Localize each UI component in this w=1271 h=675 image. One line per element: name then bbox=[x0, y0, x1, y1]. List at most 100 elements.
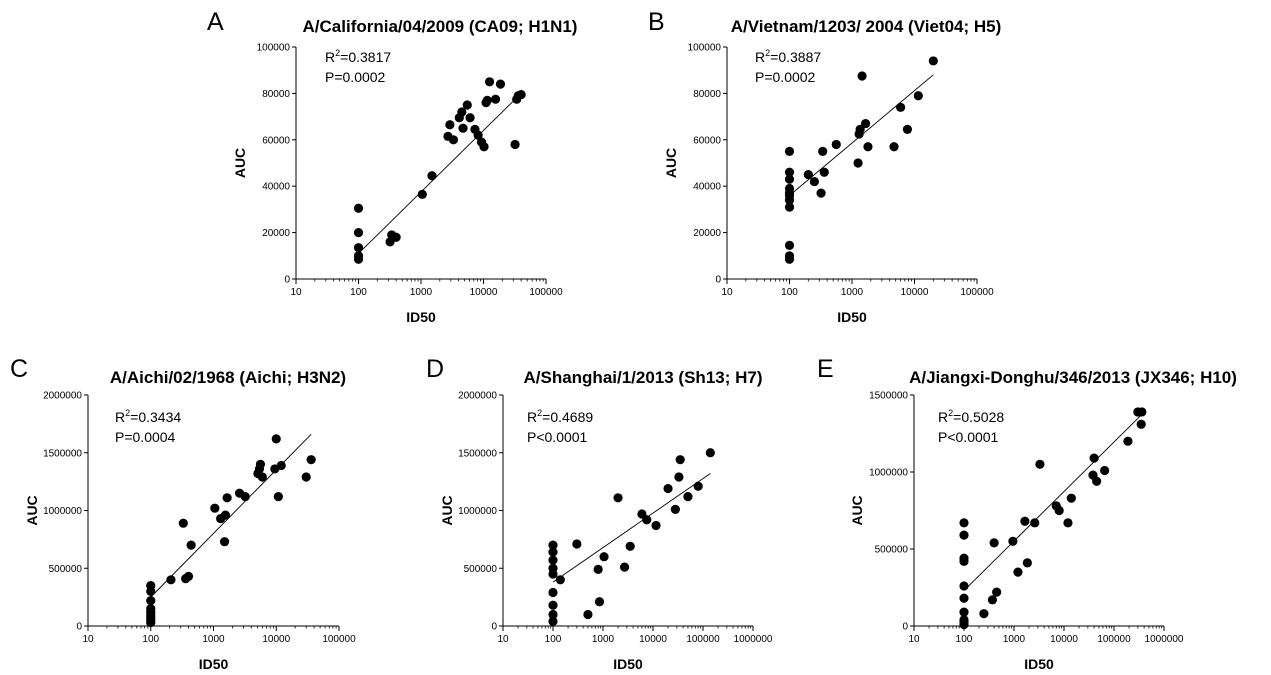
y-tick-label: 1000000 bbox=[458, 506, 497, 517]
x-tick-label: 100000 bbox=[322, 634, 356, 645]
data-point bbox=[353, 203, 364, 213]
data-point bbox=[784, 167, 795, 177]
x-tick-label: 10000 bbox=[262, 634, 290, 645]
data-point bbox=[353, 228, 364, 238]
y-axis-label: AUC bbox=[232, 148, 248, 178]
data-point bbox=[670, 504, 680, 514]
r-squared-annotation: R2=0.3434 bbox=[115, 408, 181, 425]
data-point bbox=[1089, 453, 1099, 463]
y-tick-label: 500000 bbox=[875, 545, 909, 556]
data-point bbox=[853, 158, 863, 168]
data-point bbox=[831, 139, 841, 150]
y-tick-label: 500000 bbox=[464, 564, 498, 575]
regression-line bbox=[552, 473, 711, 583]
y-tick-label: 60000 bbox=[262, 135, 290, 146]
y-tick-label: 0 bbox=[76, 622, 82, 633]
data-point bbox=[548, 600, 558, 610]
data-point bbox=[784, 240, 795, 250]
chart-panel-e: E A/Jiangxi-Donghu/346/2013 (JX346; H10) 0… bbox=[817, 355, 1237, 672]
data-point bbox=[1137, 407, 1147, 417]
data-point bbox=[959, 518, 969, 528]
y-tick-label: 0 bbox=[902, 622, 908, 633]
x-tick-label: 100 bbox=[781, 287, 798, 298]
data-point bbox=[271, 434, 281, 444]
data-point bbox=[1100, 465, 1110, 476]
x-tick-label: 1000 bbox=[1003, 634, 1026, 645]
data-point bbox=[1123, 436, 1133, 446]
data-point bbox=[642, 515, 652, 525]
p-value-annotation: P=0.0004 bbox=[115, 429, 176, 445]
x-axis-label: ID50 bbox=[406, 309, 436, 325]
data-point bbox=[928, 56, 938, 66]
data-point bbox=[465, 113, 475, 123]
x-tick-label: 1000000 bbox=[734, 634, 773, 645]
data-point bbox=[548, 540, 558, 550]
data-point bbox=[625, 541, 635, 551]
panel-letter: D bbox=[426, 355, 444, 383]
data-point bbox=[548, 587, 558, 598]
x-tick-label: 10 bbox=[82, 634, 94, 645]
data-point bbox=[183, 571, 194, 581]
data-point bbox=[473, 130, 483, 140]
data-point bbox=[490, 94, 501, 104]
data-point bbox=[959, 593, 969, 603]
data-point bbox=[809, 176, 819, 187]
data-point bbox=[391, 232, 401, 242]
y-tick-label: 20000 bbox=[262, 228, 290, 239]
y-tick-label: 0 bbox=[284, 275, 290, 286]
data-point bbox=[146, 586, 156, 596]
x-tick-label: 100000 bbox=[529, 287, 563, 298]
data-point bbox=[959, 619, 969, 630]
data-point bbox=[301, 472, 311, 482]
data-point bbox=[273, 492, 283, 502]
data-point bbox=[987, 595, 998, 605]
r-squared-annotation: R2=0.3817 bbox=[325, 48, 391, 65]
y-tick-label: 100000 bbox=[257, 43, 291, 54]
x-axis-label: ID50 bbox=[199, 656, 229, 672]
data-point bbox=[555, 575, 565, 585]
x-tick-label: 1000 bbox=[592, 634, 615, 645]
data-point bbox=[240, 492, 250, 502]
data-point bbox=[548, 569, 558, 579]
data-point bbox=[959, 607, 969, 617]
y-tick-label: 2000000 bbox=[43, 391, 82, 402]
y-axis-label: AUC bbox=[663, 148, 679, 178]
x-tick-label: 100000 bbox=[960, 287, 994, 298]
data-point bbox=[219, 537, 230, 547]
data-point bbox=[1035, 459, 1045, 469]
data-point bbox=[992, 587, 1002, 597]
x-tick-label: 100 bbox=[956, 634, 973, 645]
y-axis-label: AUC bbox=[439, 495, 455, 525]
data-point bbox=[210, 503, 220, 513]
data-point bbox=[1030, 518, 1040, 528]
data-point bbox=[674, 472, 684, 482]
data-point bbox=[462, 100, 472, 110]
data-point bbox=[220, 510, 231, 520]
data-point bbox=[1054, 505, 1064, 516]
data-point bbox=[1008, 536, 1018, 546]
y-tick-label: 2000000 bbox=[458, 391, 497, 402]
y-tick-label: 100000 bbox=[688, 43, 722, 54]
data-point bbox=[583, 609, 593, 620]
y-tick-label: 40000 bbox=[693, 182, 721, 193]
data-point bbox=[445, 120, 455, 130]
y-tick-label: 500000 bbox=[49, 564, 83, 575]
y-tick-label: 1500000 bbox=[43, 448, 82, 459]
data-point bbox=[1066, 493, 1076, 503]
data-point bbox=[889, 142, 899, 152]
data-point bbox=[705, 448, 715, 458]
data-point bbox=[484, 77, 495, 87]
y-tick-label: 0 bbox=[715, 275, 721, 286]
y-axis-label: AUC bbox=[849, 495, 865, 525]
x-axis-label: ID50 bbox=[613, 656, 643, 672]
data-point bbox=[896, 102, 906, 112]
data-point bbox=[146, 617, 156, 628]
p-value-annotation: P<0.0001 bbox=[527, 429, 588, 445]
data-point bbox=[417, 189, 427, 199]
x-tick-label: 1000 bbox=[841, 287, 864, 298]
panel-letter: C bbox=[10, 355, 28, 383]
data-point bbox=[857, 71, 867, 81]
y-tick-label: 40000 bbox=[262, 182, 290, 193]
data-point bbox=[784, 254, 795, 264]
